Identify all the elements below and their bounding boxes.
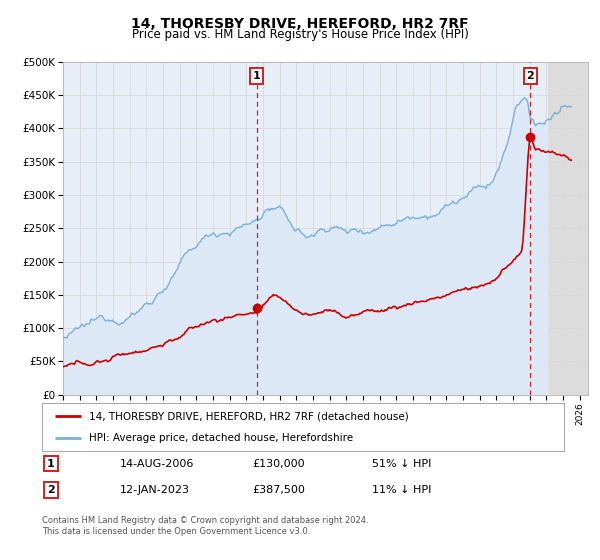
Text: 14-AUG-2006: 14-AUG-2006 [120, 459, 194, 469]
Text: 11% ↓ HPI: 11% ↓ HPI [372, 485, 431, 495]
Text: 1: 1 [47, 459, 55, 469]
Text: 12-JAN-2023: 12-JAN-2023 [120, 485, 190, 495]
Text: £130,000: £130,000 [252, 459, 305, 469]
Text: 14, THORESBY DRIVE, HEREFORD, HR2 7RF: 14, THORESBY DRIVE, HEREFORD, HR2 7RF [131, 17, 469, 31]
Text: 2: 2 [47, 485, 55, 495]
Text: 14, THORESBY DRIVE, HEREFORD, HR2 7RF (detached house): 14, THORESBY DRIVE, HEREFORD, HR2 7RF (d… [89, 411, 409, 421]
Text: HPI: Average price, detached house, Herefordshire: HPI: Average price, detached house, Here… [89, 433, 353, 443]
Text: 2: 2 [526, 71, 534, 81]
Text: 1: 1 [253, 71, 260, 81]
Text: Contains HM Land Registry data © Crown copyright and database right 2024.
This d: Contains HM Land Registry data © Crown c… [42, 516, 368, 536]
Text: £387,500: £387,500 [252, 485, 305, 495]
Text: Price paid vs. HM Land Registry's House Price Index (HPI): Price paid vs. HM Land Registry's House … [131, 28, 469, 41]
Bar [548, 62, 588, 395]
Text: 51% ↓ HPI: 51% ↓ HPI [372, 459, 431, 469]
